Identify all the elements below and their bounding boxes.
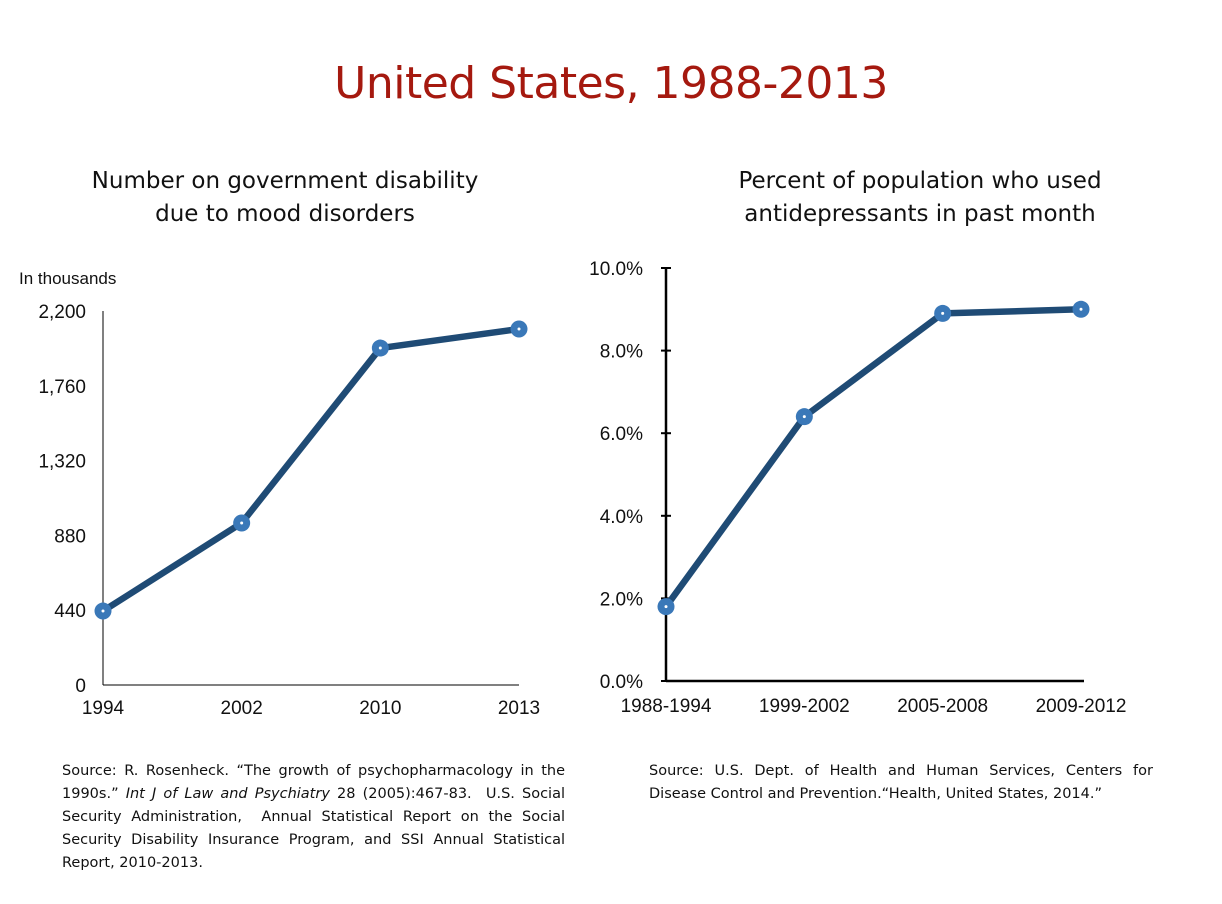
right-x-tick-label: 2005-2008 [897, 696, 988, 717]
left-data-point-center [517, 327, 521, 331]
right-y-tick-label: 4.0% [600, 507, 643, 528]
left-source-journal: Int J of Law and Psychiatry [125, 786, 330, 802]
right-data-point-center [802, 415, 806, 419]
right-data-point-center [1079, 307, 1083, 311]
right-x-tick-label: 1988-1994 [621, 696, 712, 717]
right-y-tick-label: 2.0% [600, 589, 643, 610]
right-data-point-center [664, 605, 668, 609]
left-y-tick-label: 1,320 [38, 452, 86, 473]
left-y-tick-label: 880 [54, 526, 86, 547]
left-chart-source: Source: R. Rosenheck. “The growth of psy… [62, 760, 565, 875]
left-source-text-1: Source: R. Rosenheck. “The growth of psy… [62, 763, 565, 802]
right-x-tick-label: 2009-2012 [1036, 696, 1127, 717]
right-x-tick-label: 1999-2002 [759, 696, 850, 717]
right-chart: 0.0% 2.0% 4.0% 6.0% 8.0% 10.0% 1988-1994 1999-2… [589, 259, 1126, 717]
right-y-tick-label: 10.0% [589, 259, 643, 280]
left-data-point-center [378, 346, 382, 350]
left-y-tick-label: 2,200 [38, 302, 86, 323]
left-data-point-center [101, 609, 105, 613]
left-y-tick-label: 1,760 [38, 377, 86, 398]
right-chart-title-line-2: antidepressants in past month [744, 201, 1096, 227]
right-chart-title: Percent of population who used antidepre… [670, 165, 1170, 231]
left-chart-title: Number on government disability due to m… [40, 165, 530, 231]
right-chart-source: Source: U.S. Dept. of Health and Human S… [649, 763, 1153, 802]
left-series-line [99, 325, 523, 615]
left-chart-title-line-2: due to mood disorders [155, 201, 415, 227]
left-x-tick-label: 1994 [82, 698, 125, 719]
right-y-tick-label: 6.0% [600, 424, 643, 445]
left-x-tick-label: 2002 [221, 698, 263, 719]
right-data-point-center [941, 311, 945, 315]
right-y-tick-label: 0.0% [600, 672, 643, 693]
right-y-tick-label: 8.0% [600, 342, 643, 363]
left-y-tick-label: 440 [54, 601, 86, 622]
left-source-text-2: 28 (2005):467-83. U.S. Social Security A… [62, 786, 565, 871]
left-y-tick-label: 0 [75, 676, 86, 697]
right-chart-title-line-1: Percent of population who used [738, 168, 1102, 194]
right-series-line [662, 306, 1085, 610]
left-data-point-center [240, 521, 244, 525]
left-chart-title-line-1: Number on government disability [91, 168, 479, 194]
main-title: United States, 1988-2013 [334, 58, 888, 109]
left-x-tick-label: 2010 [359, 698, 401, 719]
left-unit-label: In thousands [19, 269, 116, 288]
left-x-tick-label: 2013 [498, 698, 540, 719]
left-chart: In thousands 0 440 880 1,320 1,760 2,200 1994 20… [19, 269, 540, 719]
